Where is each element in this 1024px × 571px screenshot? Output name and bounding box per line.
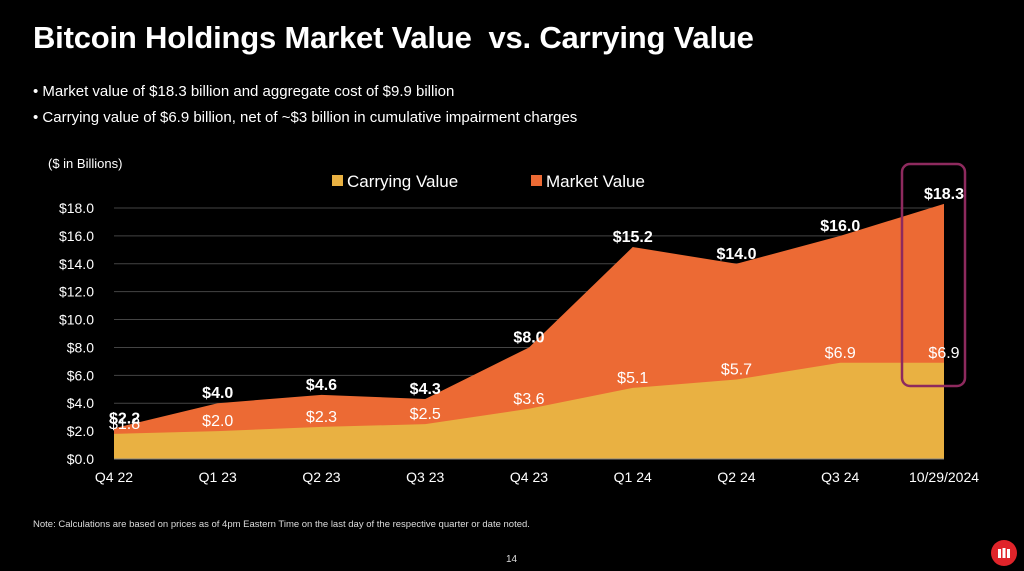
carrying-value-label: $1.8 (109, 416, 140, 433)
x-tick-label: Q1 24 (614, 469, 652, 485)
y-tick-label: $12.0 (59, 284, 94, 300)
x-tick-label: Q2 23 (302, 469, 340, 485)
y-tick-label: $6.0 (67, 367, 94, 383)
bullet-list: • Market value of $18.3 billion and aggr… (33, 79, 577, 131)
x-tick-label: Q2 24 (717, 469, 755, 485)
market-value-label: $8.0 (513, 329, 544, 346)
market-value-label: $15.2 (613, 229, 653, 246)
carrying-value-label: $5.7 (721, 362, 752, 379)
legend-swatch-market (531, 175, 542, 186)
logo-mark-icon (998, 548, 1010, 558)
carrying-value-area (114, 362, 944, 459)
market-value-label: $14.0 (716, 246, 756, 263)
legend-label-market: Market Value (546, 172, 645, 191)
bullet-item: • Market value of $18.3 billion and aggr… (33, 83, 455, 100)
x-tick-label: Q4 23 (510, 469, 548, 485)
bullet-item: • Carrying value of $6.9 billion, net of… (33, 109, 578, 126)
legend-swatch-carrying (332, 175, 343, 186)
y-tick-label: $10.0 (59, 312, 94, 328)
page-number: 14 (506, 554, 518, 565)
highlight-box (900, 162, 967, 388)
carrying-value-label: $2.0 (202, 413, 233, 430)
y-tick-label: $2.0 (67, 423, 94, 439)
market-value-label: $4.0 (202, 385, 233, 402)
y-tick-label: $4.0 (67, 395, 94, 411)
x-tick-label: Q1 23 (199, 469, 237, 485)
x-tick-label: Q3 24 (821, 469, 859, 485)
x-tick-label: 10/29/2024 (909, 469, 979, 485)
market-value-label: $2.2 (109, 410, 140, 427)
y-tick-label: $16.0 (59, 228, 94, 244)
market-value-label: $16.0 (820, 218, 860, 235)
bullet-text-2: Carrying value of $6.9 billion, net of ~… (42, 109, 578, 126)
y-tick-label: $18.0 (59, 200, 94, 216)
bullet-text-1: Market value of $18.3 billion and aggreg… (42, 83, 455, 100)
y-tick-label: $8.0 (67, 339, 94, 355)
carrying-value-label: $5.1 (617, 370, 648, 387)
market-value-label: $4.3 (410, 381, 441, 398)
carrying-value-label: $6.9 (928, 345, 959, 362)
y-tick-label: $14.0 (59, 256, 94, 272)
company-logo-icon (991, 540, 1017, 566)
carrying-value-label: $6.9 (825, 345, 856, 362)
slide-title: Bitcoin Holdings Market Value vs. Carryi… (33, 20, 754, 55)
y-tick-label: $0.0 (67, 451, 94, 467)
carrying-value-label: $2.3 (306, 409, 337, 426)
x-tick-label: Q4 22 (95, 469, 133, 485)
carrying-value-label: $2.5 (410, 406, 441, 423)
carrying-value-label: $3.6 (513, 391, 544, 408)
market-value-label: $4.6 (306, 377, 337, 394)
legend-label-carrying: Carrying Value (347, 172, 458, 191)
footnote: Note: Calculations are based on prices a… (33, 519, 530, 530)
unit-label: ($ in Billions) (48, 156, 123, 171)
x-tick-label: Q3 23 (406, 469, 444, 485)
market-value-label: $18.3 (924, 186, 964, 203)
